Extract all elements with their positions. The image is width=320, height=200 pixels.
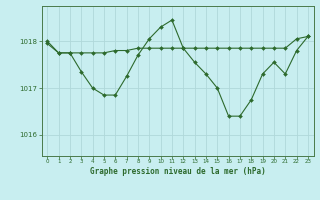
X-axis label: Graphe pression niveau de la mer (hPa): Graphe pression niveau de la mer (hPa) — [90, 167, 266, 176]
